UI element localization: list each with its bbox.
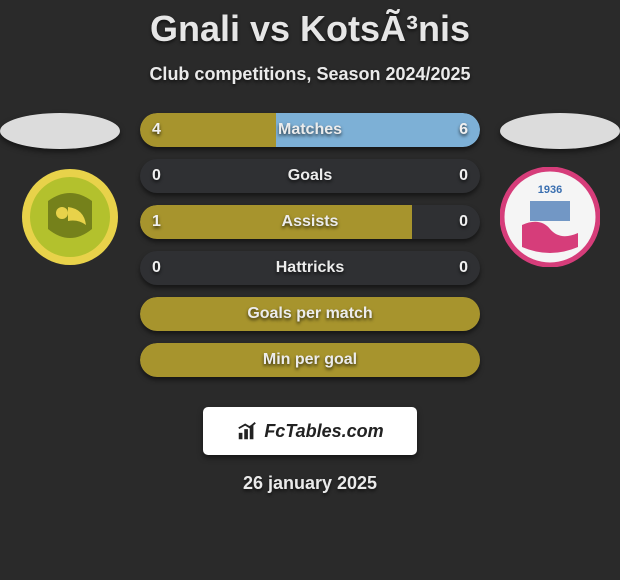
bar-label: Goals per match — [140, 297, 480, 331]
brand-text: FcTables.com — [264, 421, 383, 442]
left-team-crest — [20, 167, 120, 267]
bar-label: Hattricks — [140, 251, 480, 285]
stat-bar: Goals per match — [140, 297, 480, 331]
stat-bar: 00Hattricks — [140, 251, 480, 285]
brand-pill: FcTables.com — [203, 407, 417, 455]
right-shadow-ellipse — [500, 113, 620, 149]
stat-bars: 46Matches 00Goals 10Assists 00Hattricks Goal… — [140, 113, 480, 377]
date-text: 26 january 2025 — [0, 473, 620, 494]
comparison-area: 1936 46Matches 00Goals 10Assists 00Hattrick… — [0, 113, 620, 403]
left-shadow-ellipse — [0, 113, 120, 149]
stat-bar: 46Matches — [140, 113, 480, 147]
stat-bar: Min per goal — [140, 343, 480, 377]
stat-bar: 10Assists — [140, 205, 480, 239]
subtitle: Club competitions, Season 2024/2025 — [0, 64, 620, 85]
crest-left-icon — [20, 167, 120, 267]
crest-right-icon: 1936 — [500, 167, 600, 267]
page-title: Gnali vs KotsÃ³nis — [0, 0, 620, 50]
stat-bar: 00Goals — [140, 159, 480, 193]
bar-label: Assists — [140, 205, 480, 239]
bar-label: Matches — [140, 113, 480, 147]
chart-icon — [236, 420, 258, 442]
svg-text:1936: 1936 — [538, 184, 562, 196]
right-team-crest: 1936 — [500, 167, 600, 267]
bar-label: Goals — [140, 159, 480, 193]
bar-label: Min per goal — [140, 343, 480, 377]
